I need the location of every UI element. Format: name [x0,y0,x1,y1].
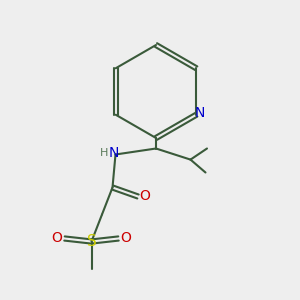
Text: O: O [121,232,131,245]
Text: N: N [109,146,119,160]
Text: S: S [87,234,96,249]
Text: H: H [100,148,108,158]
Text: O: O [139,190,150,203]
Text: O: O [52,232,62,245]
Text: N: N [195,106,205,120]
